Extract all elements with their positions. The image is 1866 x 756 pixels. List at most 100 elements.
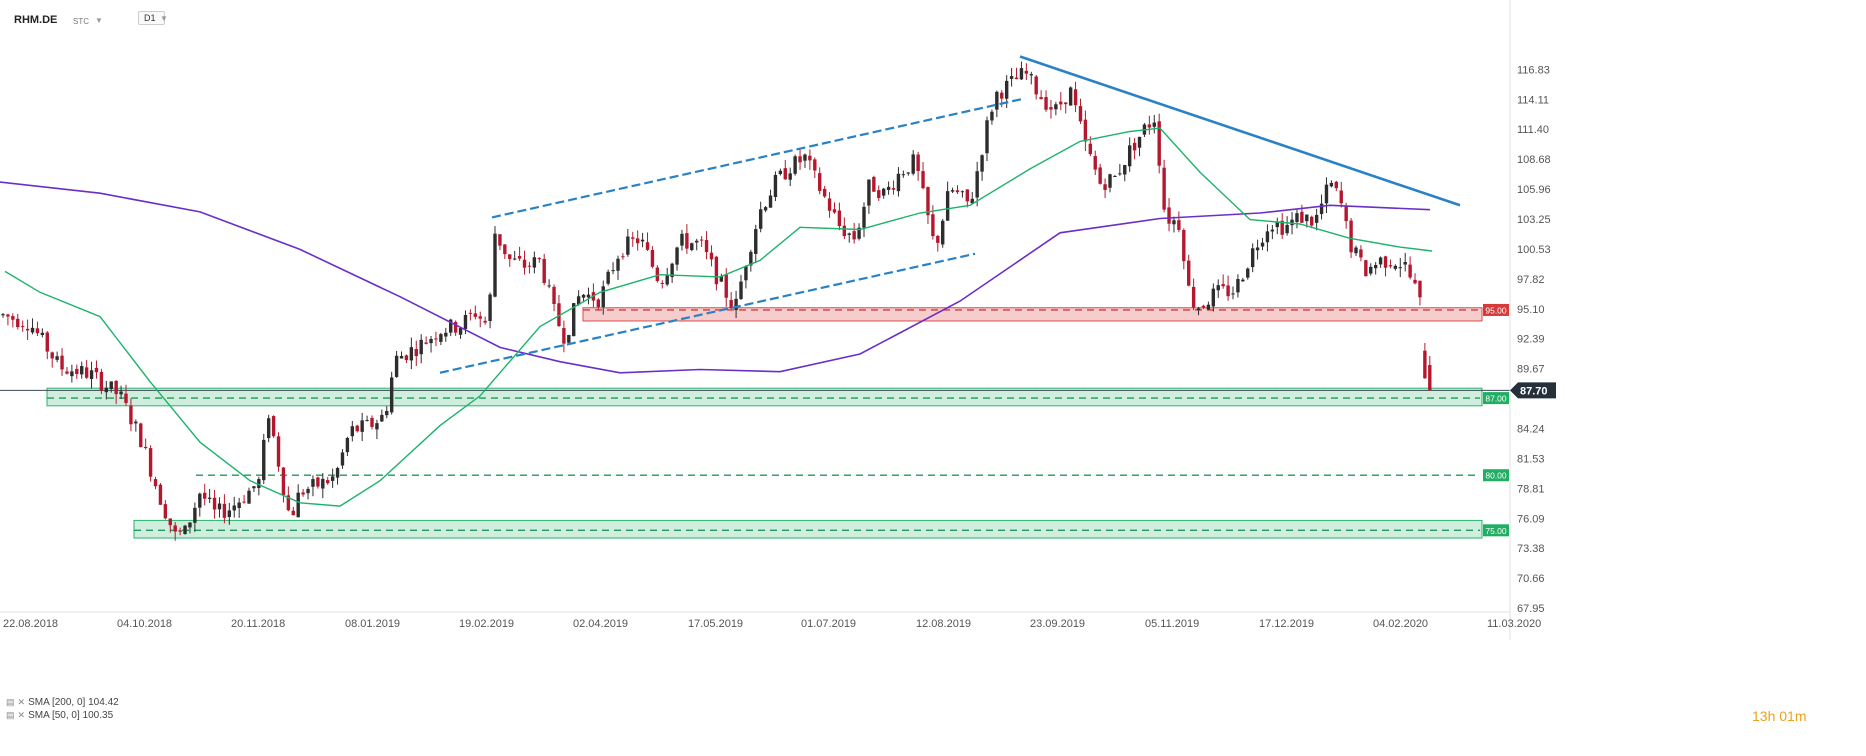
symbol-label[interactable]: RHM.DE (14, 14, 58, 26)
candle-body (960, 191, 965, 193)
chevron-down-icon[interactable]: ▼ (160, 14, 168, 23)
price-tick-label: 92.39 (1517, 334, 1545, 346)
candle-body (311, 479, 315, 487)
candle-body (754, 229, 758, 254)
candle-body (862, 206, 866, 228)
candle-body (695, 240, 699, 243)
candle-body (778, 170, 783, 175)
candle-body (242, 501, 246, 503)
candle-body (660, 282, 664, 284)
candle-body (70, 371, 74, 377)
candle-body (468, 312, 473, 314)
candle-body (877, 190, 881, 199)
candle-body (611, 270, 615, 272)
candle-body (1167, 207, 1171, 224)
price-tick-label: 81.53 (1517, 453, 1545, 465)
candle-body (203, 492, 207, 499)
candle-body (365, 420, 369, 422)
candle-body (1373, 264, 1378, 269)
candle-body (389, 377, 394, 413)
settings-icon[interactable]: ▤ (6, 710, 15, 720)
candle-body (1290, 219, 1294, 226)
candle-body (517, 255, 522, 259)
candle-body (1418, 280, 1422, 298)
timeframe-select[interactable]: D1 (138, 11, 165, 25)
candle-body (316, 477, 320, 487)
trendline-dashed (439, 252, 976, 374)
candle-body (99, 371, 104, 391)
candle-body (503, 244, 507, 255)
candle-body (75, 368, 79, 375)
candle-body (355, 425, 359, 432)
candle-body (1127, 145, 1132, 167)
candle-body (25, 328, 30, 331)
candle-body (576, 296, 581, 305)
candle-body (803, 154, 807, 161)
candle-body (463, 314, 468, 329)
level-zone-87.00 (46, 387, 1483, 407)
candle-body (975, 171, 979, 198)
candle-body (222, 503, 227, 518)
time-tick-label: 04.02.2020 (1373, 618, 1428, 630)
candle-body (758, 209, 763, 229)
candle-body (80, 366, 84, 375)
candle-body (1098, 167, 1102, 184)
candle-body (783, 168, 787, 180)
candle-body (1132, 142, 1137, 151)
time-tick-label: 04.10.2018 (117, 618, 172, 630)
candle-body (276, 436, 281, 467)
candle-body (1196, 308, 1201, 311)
candle-body (1073, 89, 1078, 106)
time-tick-label: 02.04.2019 (573, 618, 628, 630)
candle-body (227, 510, 232, 517)
candle-body (1206, 304, 1211, 310)
level-tag (1483, 392, 1509, 405)
candle-body (1014, 77, 1019, 80)
candle-body (808, 155, 812, 161)
quote-type-label[interactable]: STC (73, 17, 89, 26)
candle-body (1324, 184, 1329, 204)
time-tick-label: 08.01.2019 (345, 618, 400, 630)
candle-body (508, 254, 512, 260)
candle-body (1388, 265, 1393, 267)
candle-body (901, 174, 906, 176)
chevron-down-icon[interactable]: ▼ (95, 16, 103, 25)
candle-body (616, 258, 620, 271)
indicator-legend-sma50[interactable]: ▤ ✕ SMA [50, 0] 100.35 (6, 710, 113, 721)
candle-body (335, 468, 340, 478)
indicator-legend-sma200[interactable]: ▤ ✕ SMA [200, 0] 104.42 (6, 697, 119, 708)
candle-body (266, 418, 271, 439)
candle-body (1064, 102, 1068, 105)
candle-body (1383, 256, 1388, 268)
candle-body (1408, 264, 1412, 278)
candle-body (832, 209, 837, 213)
candle-body (478, 316, 482, 319)
candle-body (326, 480, 330, 484)
candle-body (158, 484, 163, 505)
candle-body (596, 299, 601, 308)
candle-body (744, 266, 748, 281)
candle-body (45, 332, 49, 352)
close-icon[interactable]: ✕ (17, 697, 26, 707)
candle-body (168, 518, 172, 526)
candle-body (818, 173, 822, 191)
candle-body (527, 265, 532, 267)
candle-body (1004, 80, 1009, 99)
time-tick-label: 01.07.2019 (801, 618, 856, 630)
candle-body (1000, 92, 1004, 99)
candle-body (50, 352, 54, 359)
candle-body (1088, 143, 1093, 155)
candle-body (941, 220, 945, 245)
candle-body (709, 252, 714, 260)
candle-body (399, 356, 404, 359)
candle-body (262, 439, 266, 481)
close-icon[interactable]: ✕ (17, 710, 26, 720)
candle-body (1369, 266, 1373, 274)
candle-body (139, 423, 143, 448)
candle-body (301, 492, 305, 495)
candle-body (552, 286, 556, 305)
candle-body (281, 467, 286, 496)
settings-icon[interactable]: ▤ (6, 697, 15, 707)
level-zone-95.00 (582, 307, 1483, 322)
